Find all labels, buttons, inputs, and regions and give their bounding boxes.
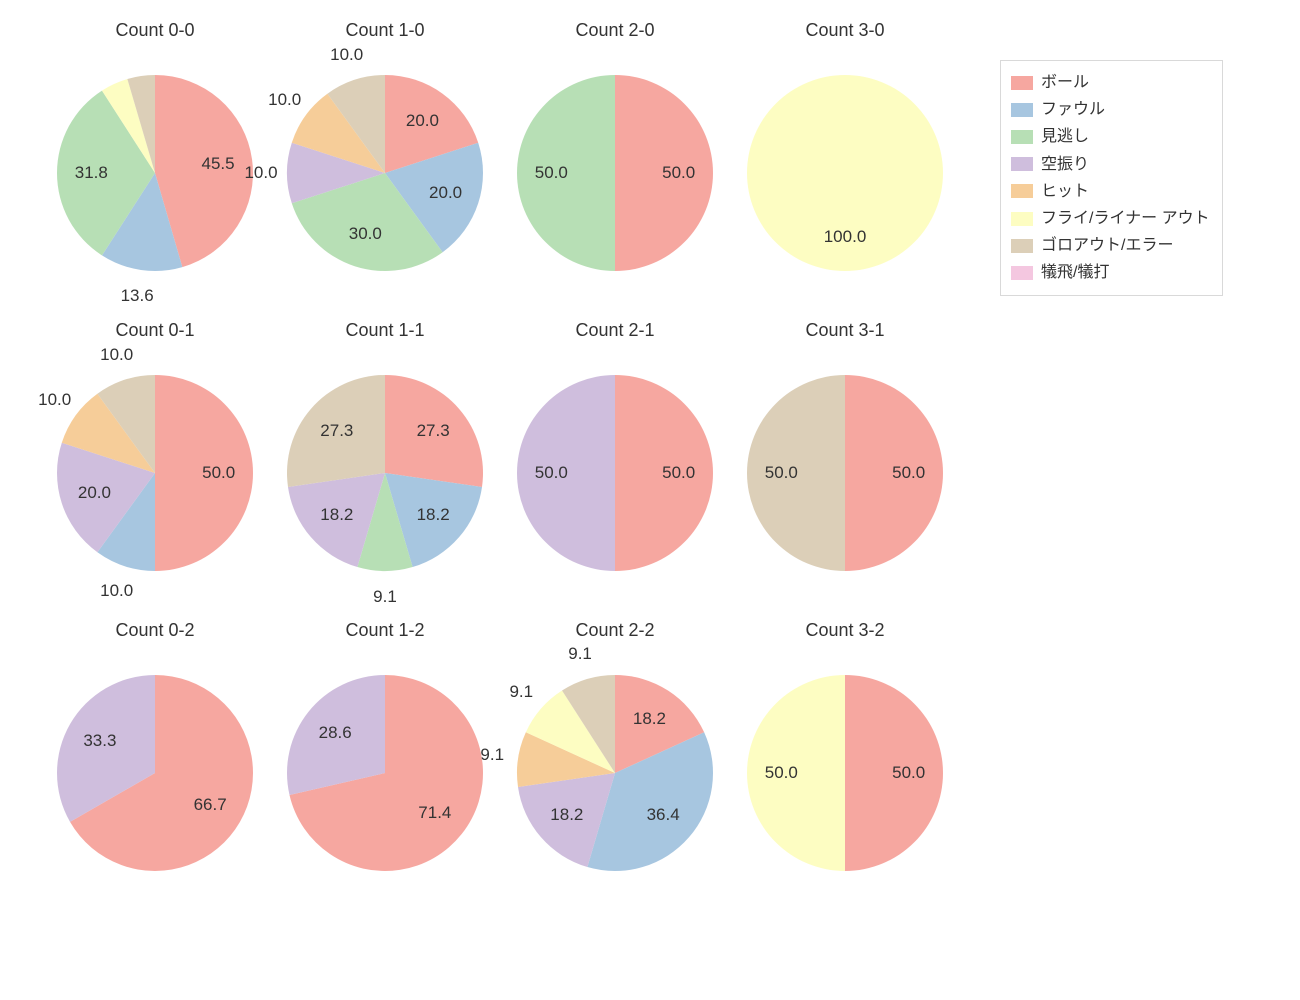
legend-label: ファウル — [1041, 96, 1105, 123]
slice-label-ball: 50.0 — [662, 463, 695, 483]
slice-label-look: 31.8 — [75, 163, 108, 183]
legend-label: フライ/ライナー アウト — [1041, 205, 1210, 232]
slice-label-ground: 50.0 — [765, 463, 798, 483]
slice-label-hit: 10.0 — [38, 390, 71, 410]
slice-label-foul: 18.2 — [417, 505, 450, 525]
legend-item-ball: ボール — [1011, 69, 1210, 96]
legend-item-look: 見逃し — [1011, 123, 1210, 150]
slice-label-swing: 33.3 — [83, 731, 116, 751]
legend-item-ground: ゴロアウト/エラー — [1011, 232, 1210, 259]
legend-label: 犠飛/犠打 — [1041, 259, 1109, 286]
legend-swatch-ground — [1011, 239, 1033, 253]
slice-label-foul: 13.6 — [121, 286, 154, 306]
slice-label-ground: 9.1 — [568, 644, 592, 664]
slice-label-hit: 10.0 — [268, 90, 301, 110]
slice-label-look: 50.0 — [535, 163, 568, 183]
legend-swatch-ball — [1011, 76, 1033, 90]
slice-label-swing: 50.0 — [535, 463, 568, 483]
slice-label-ball: 27.3 — [417, 421, 450, 441]
slice-label-flyout: 50.0 — [765, 763, 798, 783]
slice-label-swing: 18.2 — [320, 505, 353, 525]
pie-chart-c12: Count 1-271.428.6 — [270, 620, 500, 920]
legend-swatch-sac — [1011, 266, 1033, 280]
legend-swatch-foul — [1011, 103, 1033, 117]
pie-chart-c20: Count 2-050.050.0 — [500, 20, 730, 320]
slice-label-look: 30.0 — [349, 224, 382, 244]
legend-item-flyout: フライ/ライナー アウト — [1011, 205, 1210, 232]
legend: ボールファウル見逃し空振りヒットフライ/ライナー アウトゴロアウト/エラー犠飛/… — [1000, 60, 1223, 296]
pie-chart-c02: Count 0-266.733.3 — [40, 620, 270, 920]
pie-chart-c10: Count 1-020.020.030.010.010.010.0 — [270, 20, 500, 320]
slice-label-ground: 10.0 — [100, 345, 133, 365]
pie: 100.0 — [697, 25, 993, 321]
legend-label: ゴロアウト/エラー — [1041, 232, 1173, 259]
slice-label-foul: 36.4 — [647, 805, 680, 825]
pie-chart-c21: Count 2-150.050.0 — [500, 320, 730, 620]
legend-swatch-look — [1011, 130, 1033, 144]
slice-label-ball: 50.0 — [892, 463, 925, 483]
pie: 50.0 50.0 — [697, 625, 993, 921]
pie-svg — [697, 325, 993, 621]
legend-swatch-flyout — [1011, 212, 1033, 226]
slice-label-foul: 10.0 — [100, 581, 133, 601]
slice-label-swing: 10.0 — [244, 163, 277, 183]
pie-svg — [697, 625, 993, 921]
pie-chart-c01: Count 0-150.010.020.010.010.0 — [40, 320, 270, 620]
slice-label-foul: 20.0 — [429, 183, 462, 203]
slice-label-swing: 28.6 — [319, 723, 352, 743]
pie: 50.0 50.0 — [697, 325, 993, 621]
slice-label-ball: 50.0 — [662, 163, 695, 183]
slice-label-ground: 10.0 — [330, 45, 363, 65]
slice-label-flyout: 9.1 — [509, 682, 533, 702]
pie-chart-c30: Count 3-0100.0 — [730, 20, 960, 320]
pie-chart-c11: Count 1-127.318.29.118.227.3 — [270, 320, 500, 620]
legend-item-foul: ファウル — [1011, 96, 1210, 123]
legend-label: 見逃し — [1041, 123, 1089, 150]
slice-label-swing: 20.0 — [78, 483, 111, 503]
slice-label-ball: 45.5 — [202, 154, 235, 174]
legend-label: ヒット — [1041, 178, 1089, 205]
pie-chart-c00: Count 0-045.513.631.8 — [40, 20, 270, 320]
legend-label: 空振り — [1041, 151, 1089, 178]
legend-item-sac: 犠飛/犠打 — [1011, 259, 1210, 286]
slice-label-ball: 71.4 — [418, 803, 451, 823]
slice-label-hit: 9.1 — [480, 745, 504, 765]
pie-chart-c32: Count 3-250.050.0 — [730, 620, 960, 920]
slice-label-ball: 20.0 — [406, 111, 439, 131]
slice-label-look: 9.1 — [373, 587, 397, 607]
slice-label-ground: 27.3 — [320, 421, 353, 441]
legend-label: ボール — [1041, 69, 1089, 96]
legend-item-hit: ヒット — [1011, 178, 1210, 205]
slice-label-flyout: 100.0 — [824, 227, 867, 247]
pie-chart-c22: Count 2-218.236.418.29.19.19.1 — [500, 620, 730, 920]
slice-label-swing: 18.2 — [550, 805, 583, 825]
legend-swatch-hit — [1011, 184, 1033, 198]
legend-swatch-swing — [1011, 157, 1033, 171]
slice-label-ball: 18.2 — [633, 709, 666, 729]
legend-item-swing: 空振り — [1011, 151, 1210, 178]
slice-label-ball: 66.7 — [194, 795, 227, 815]
pie-chart-c31: Count 3-150.050.0 — [730, 320, 960, 620]
slice-label-ball: 50.0 — [892, 763, 925, 783]
pie-svg — [697, 25, 993, 321]
chart-grid: Count 0-045.513.631.8Count 1-020.020.030… — [0, 0, 1300, 1000]
slice-label-ball: 50.0 — [202, 463, 235, 483]
